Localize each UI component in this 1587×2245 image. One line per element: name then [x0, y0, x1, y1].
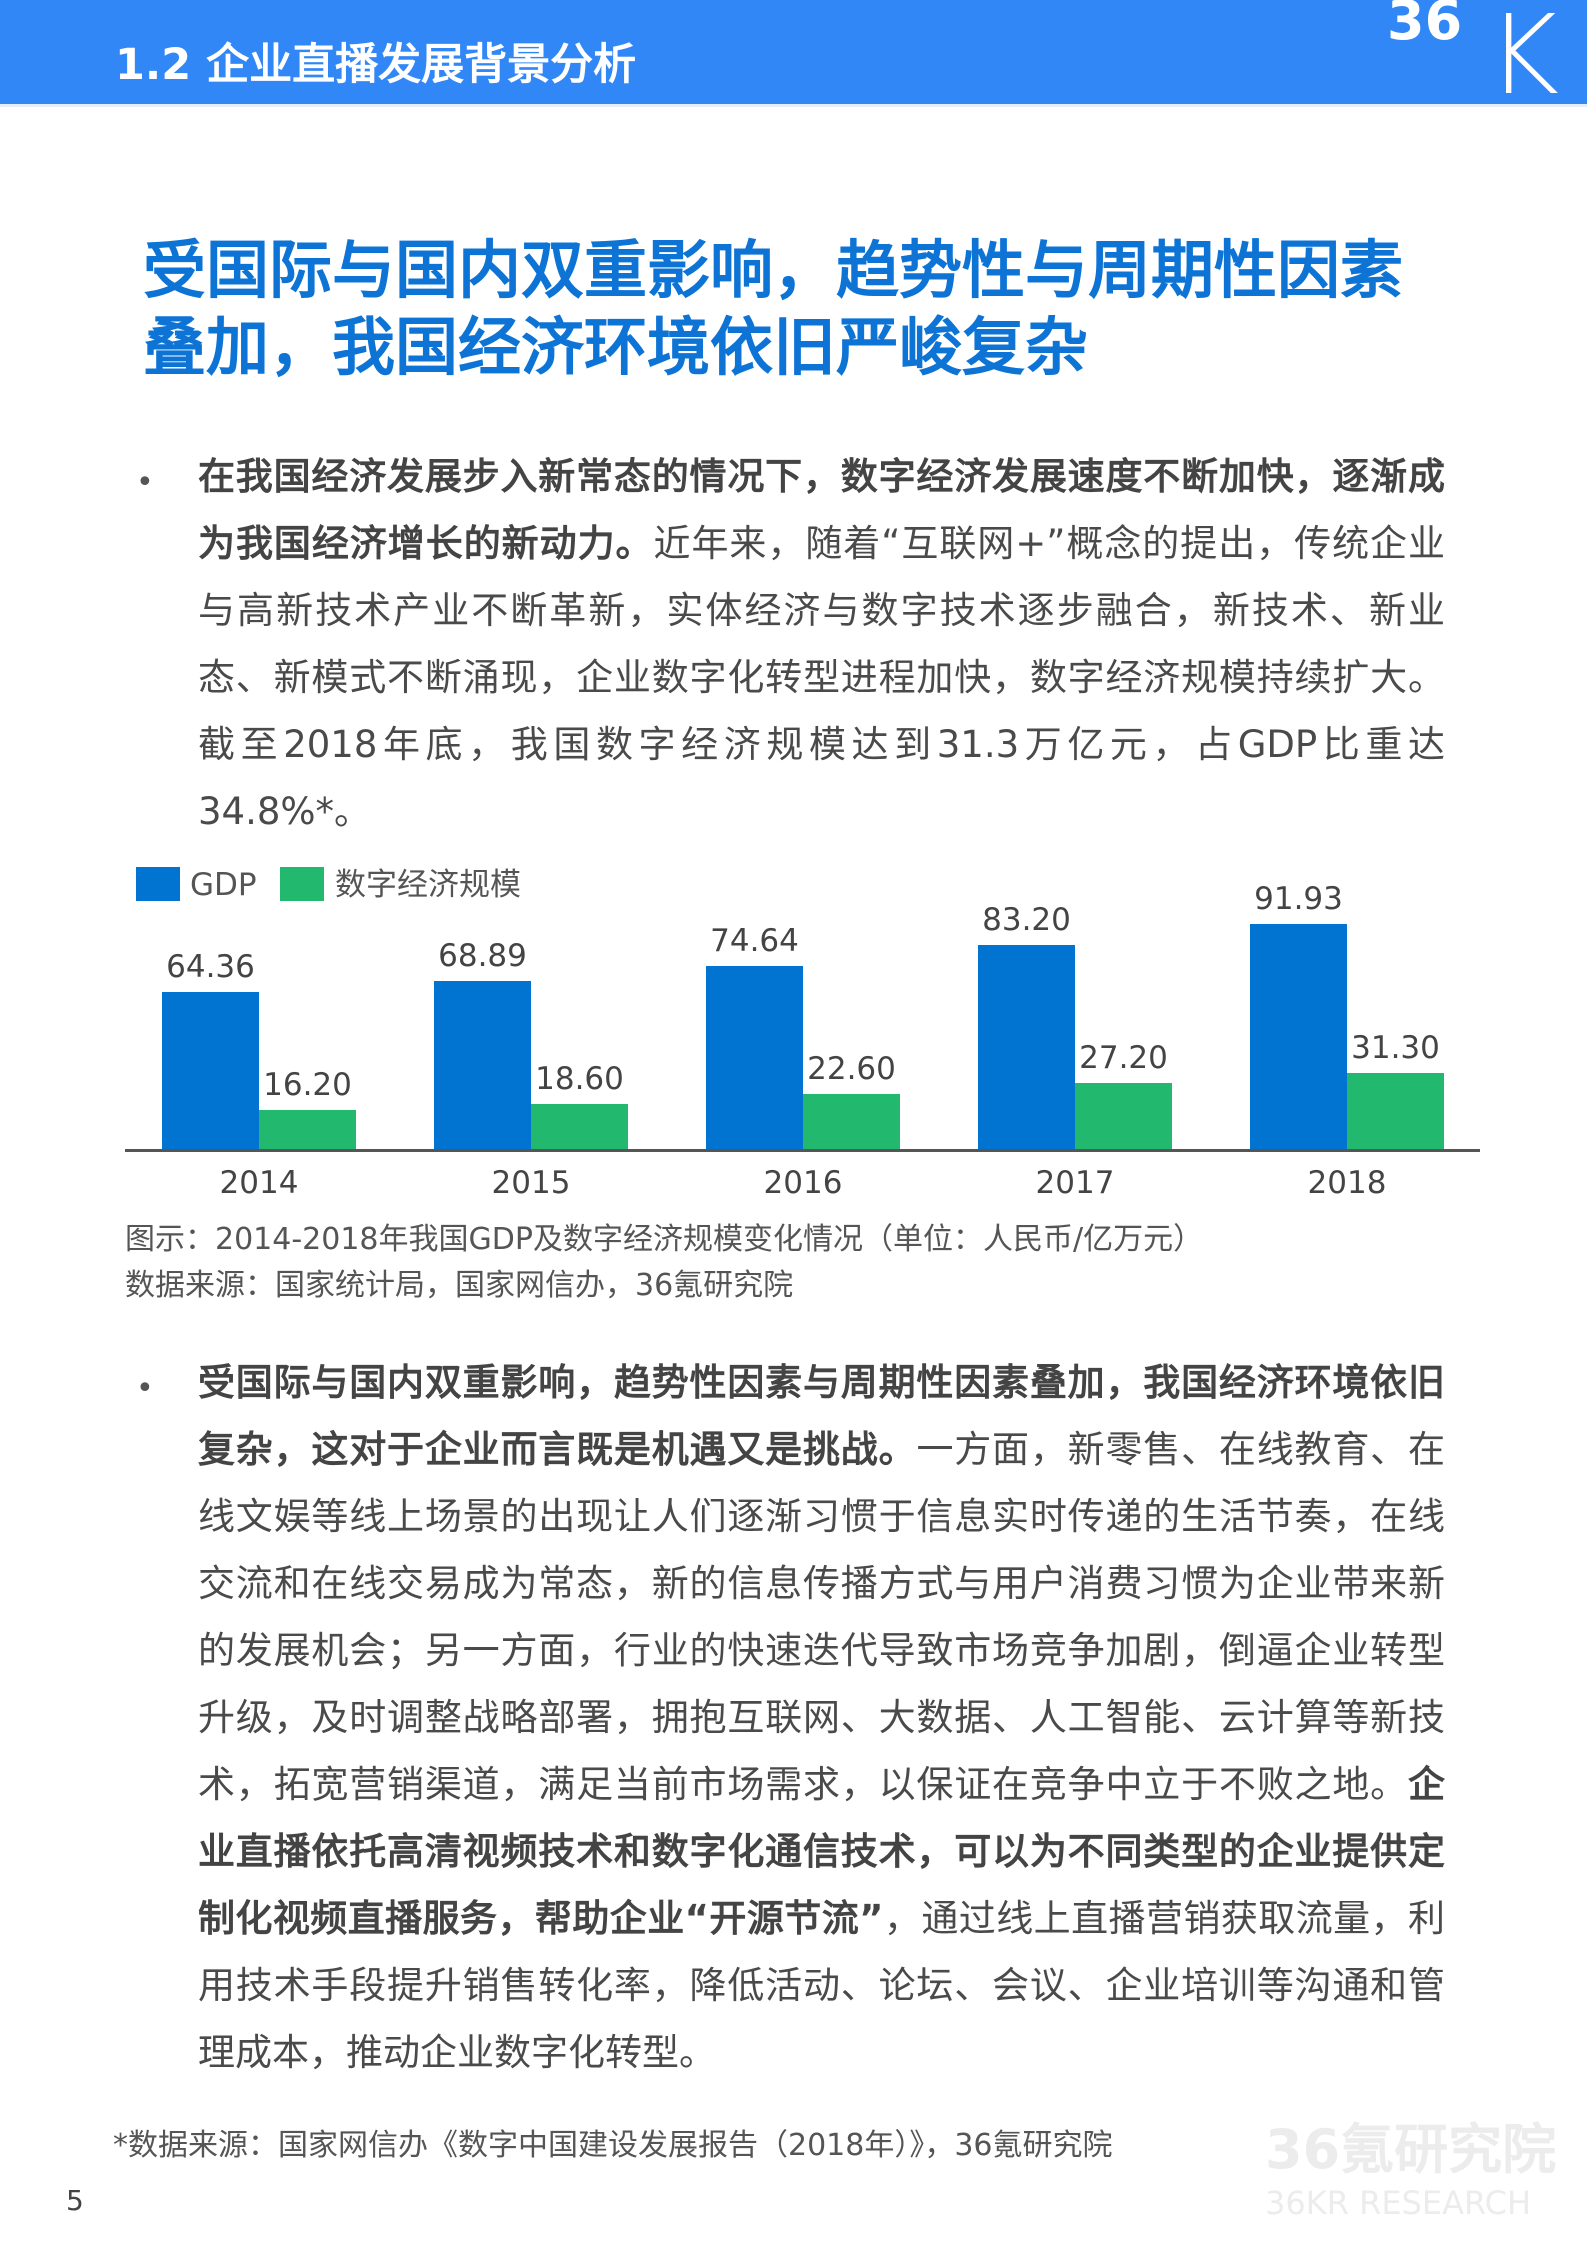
data-label: 64.36	[166, 948, 255, 985]
footnote: *数据来源：国家网信办《数字中国建设发展报告（2018年）》，36氪研究院	[113, 2128, 1113, 2163]
bar-gdp-2014	[162, 991, 259, 1150]
legend-label-gdp: GDP	[190, 867, 257, 903]
section-title: 1.2 企业直播发展背景分析	[115, 40, 637, 90]
data-label: 68.89	[438, 937, 527, 974]
bar-digital-economy-2017	[1075, 1083, 1172, 1150]
content-column: 受国际与国内双重影响，趋势性与周期性因素 叠加，我国经济环境依旧严峻复杂 • 在…	[0, 232, 1587, 2166]
body-text: 近年来，随着“互联网+”概念的提出，传统企业与高新技术产业不断革新，实体经济与数…	[198, 522, 1445, 833]
bold-text: 受国际与国内双重影响，趋势性因素与周期性因素叠加，我国经济环境依旧复杂，这对于企…	[198, 1361, 1445, 1471]
bullet-paragraph-2: 受国际与国内双重影响，趋势性因素与周期性因素叠加，我国经济环境依旧复杂，这对于企…	[198, 1349, 1445, 2086]
bar-chart: GDP 数字经济规模 64.36 16.20 2014 68.89 18.60 2015 7…	[0, 867, 1587, 1217]
data-label: 83.20	[982, 902, 1071, 939]
logo-mark-36: 36	[1387, 0, 1463, 52]
x-tick-label: 2018	[1307, 1165, 1387, 1201]
legend-swatch-gdp	[136, 867, 180, 901]
bullet-item-2: • 受国际与国内双重影响，趋势性因素与周期性因素叠加，我国经济环境依旧复杂，这对…	[136, 1349, 1445, 2086]
data-label: 18.60	[535, 1061, 624, 1098]
data-label: 27.20	[1079, 1040, 1168, 1077]
legend-label-digital-economy: 数字经济规模	[335, 867, 521, 903]
page-number: 5	[66, 2184, 84, 2217]
data-label: 91.93	[1254, 880, 1343, 917]
legend-swatch-digital-economy	[280, 867, 324, 901]
bold-text: 企业直播依托高清视频技术和数字化通信技术，可以为不同类型的企业提供定制化视频直播…	[198, 1763, 1445, 1940]
bar-digital-economy-2014	[259, 1110, 356, 1150]
section-header-bar: 1.2 企业直播发展背景分析 36 K	[0, 0, 1587, 107]
body-text: 一方面，新零售、在线教育、在线文娱等线上场景的出现让人们逐渐习惯于信息实时传递的…	[198, 1428, 1445, 1806]
bar-gdp-2018	[1250, 923, 1347, 1150]
x-tick-label: 2015	[491, 1165, 571, 1201]
bullet-paragraph-1: 在我国经济发展步入新常态的情况下，数字经济发展速度不断加快，逐渐成为我国经济增长…	[198, 443, 1445, 845]
body-text: ，通过线上直播营销获取流量，利用技术手段提升销售转化率，降低活动、论坛、会议、企…	[198, 1897, 1445, 2074]
page-title: 受国际与国内双重影响，趋势性与周期性因素 叠加，我国经济环境依旧严峻复杂	[143, 232, 1493, 386]
page-title-line-1: 受国际与国内双重影响，趋势性与周期性因素	[143, 234, 1403, 307]
data-label: 16.20	[263, 1067, 352, 1104]
page-title-line-2: 叠加，我国经济环境依旧严峻复杂	[143, 311, 1088, 384]
watermark-cn: 36氪研究院	[1265, 2118, 1557, 2181]
bar-digital-economy-2015	[531, 1104, 628, 1150]
bullet-item-1: • 在我国经济发展步入新常态的情况下，数字经济发展速度不断加快，逐渐成为我国经济…	[136, 443, 1445, 845]
x-tick-label: 2016	[763, 1165, 843, 1201]
data-label: 31.30	[1351, 1030, 1440, 1066]
watermark-en: 36KR RESEARCH	[1265, 2184, 1532, 2222]
data-label: 22.60	[807, 1051, 896, 1088]
chart-source: 数据来源：国家统计局，国家网信办，36氪研究院	[125, 1268, 794, 1303]
x-tick-label: 2017	[1035, 1165, 1115, 1201]
bar-gdp-2016	[706, 966, 803, 1150]
chart-caption: 图示：2014-2018年我国GDP及数字经济规模变化情况（单位：人民币/亿万元…	[125, 1222, 1204, 1257]
bar-gdp-2017	[978, 945, 1075, 1150]
x-tick-label: 2014	[219, 1165, 299, 1201]
x-axis-line	[125, 1149, 1480, 1152]
logo-mark-k: K	[1487, 0, 1560, 104]
bullet-marker: •	[136, 465, 154, 500]
data-label: 74.64	[710, 923, 799, 960]
bar-digital-economy-2018	[1347, 1073, 1444, 1150]
bold-text: 在我国经济发展步入新常态的情况下，数字经济发展速度不断加快，逐渐成为我国经济增长…	[198, 455, 1445, 565]
bullet-marker: •	[136, 1371, 154, 1406]
bar-gdp-2015	[434, 980, 531, 1150]
bar-digital-economy-2016	[803, 1094, 900, 1150]
36kr-logo: 36 K	[1387, 0, 1587, 104]
